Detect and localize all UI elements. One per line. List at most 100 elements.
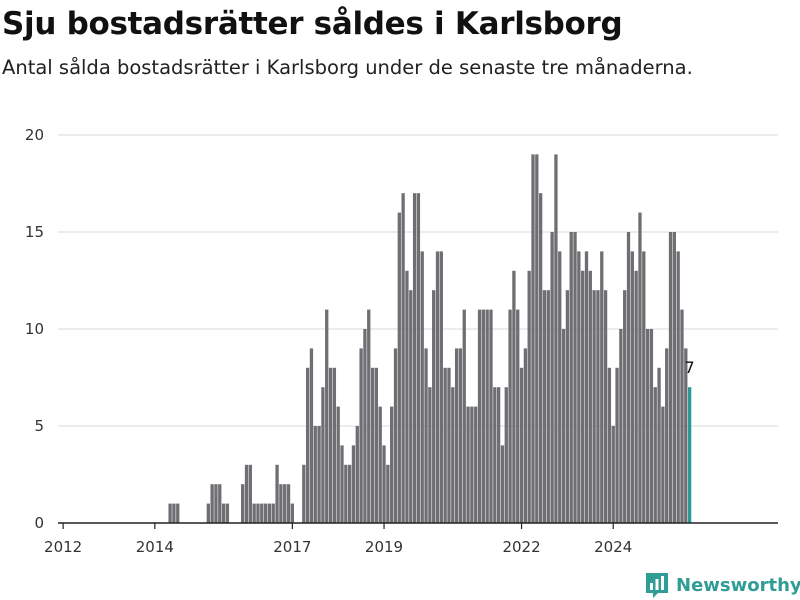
bar: [405, 270, 409, 523]
bar: [370, 367, 375, 523]
bar: [382, 445, 386, 523]
brand-name: Newsworthy: [676, 574, 800, 596]
bar: [428, 387, 432, 523]
bar-latest: [687, 387, 692, 523]
bar: [302, 464, 306, 523]
y-tick-labels: 0 5 10 15 20: [25, 126, 44, 532]
bar: [412, 193, 417, 523]
bar: [451, 387, 455, 523]
bar: [680, 309, 684, 523]
bar: [210, 484, 214, 523]
bar: [283, 484, 287, 523]
bar: [623, 290, 627, 523]
x-tick-label: 2012: [44, 538, 82, 556]
bar: [260, 503, 264, 523]
bar: [603, 290, 608, 523]
bar: [348, 464, 352, 523]
bar: [504, 387, 508, 523]
bar: [661, 406, 665, 523]
bar: [600, 251, 604, 523]
bar: [351, 445, 356, 523]
bar: [248, 464, 252, 523]
bar: [305, 367, 310, 523]
x-tick-label: 2022: [502, 538, 540, 556]
bar: [309, 348, 314, 523]
bar: [252, 503, 256, 523]
bar: [432, 290, 436, 523]
bar: [546, 290, 550, 523]
bar: [626, 232, 631, 523]
bar: [535, 154, 539, 523]
bar: [607, 367, 612, 523]
bar: [630, 251, 634, 523]
bar: [493, 387, 497, 523]
bar: [645, 329, 650, 523]
bar: [221, 503, 226, 523]
bar: [168, 503, 172, 523]
bar: [286, 484, 291, 523]
x-tick-label: 2019: [365, 538, 403, 556]
bar: [581, 270, 585, 523]
bar: [684, 348, 688, 523]
bars: [168, 154, 692, 523]
bar: [241, 484, 245, 523]
bar: [218, 484, 222, 523]
y-tick-label: 15: [25, 223, 44, 241]
bar: [523, 348, 528, 523]
bar: [317, 426, 321, 523]
bar: [496, 387, 501, 523]
y-tick-label: 0: [34, 514, 44, 532]
y-tick-label: 10: [25, 320, 44, 338]
bar: [665, 348, 669, 523]
bar: [290, 503, 294, 523]
x-tick-label: 2017: [273, 538, 311, 556]
bar: [206, 503, 210, 523]
bar: [519, 367, 524, 523]
bar: [386, 464, 390, 523]
bar: [588, 270, 592, 523]
bar: [275, 464, 279, 523]
newsworthy-logo[interactable]: Newsworthy: [644, 570, 800, 600]
chart-subtitle: Antal sålda bostadsrätter i Karlsborg un…: [2, 56, 693, 79]
bar: [443, 367, 447, 523]
bar: [416, 193, 421, 523]
y-tick-label: 5: [34, 417, 44, 435]
x-tick-label: 2014: [136, 538, 174, 556]
bar: [565, 290, 570, 523]
bar: [592, 290, 596, 523]
bar: [454, 348, 459, 523]
bar: [328, 367, 333, 523]
bar: [500, 445, 505, 523]
bar: [214, 484, 218, 523]
bar: [550, 232, 554, 523]
bar: [439, 251, 443, 523]
bar: [619, 329, 623, 523]
bar: [336, 406, 340, 523]
bar: [474, 406, 478, 523]
bar: [420, 251, 424, 523]
bar: [634, 270, 638, 523]
bar: [393, 348, 398, 523]
bar: [477, 309, 482, 523]
bar: [325, 309, 329, 523]
bar: [332, 367, 337, 523]
bar: [401, 193, 405, 523]
bar: [397, 212, 401, 523]
bar: [485, 309, 489, 523]
bar: [554, 154, 558, 523]
bar: [649, 329, 654, 523]
bar: [539, 193, 543, 523]
bar: [462, 309, 466, 523]
bar: [676, 251, 680, 523]
bar: [374, 367, 379, 523]
bar: [176, 503, 180, 523]
bar: [561, 329, 566, 523]
bar: [172, 503, 176, 523]
bar: [558, 251, 562, 523]
bar: [481, 309, 485, 523]
bar: [531, 154, 535, 523]
bar: [435, 251, 440, 523]
bar: [256, 503, 260, 523]
bar: [424, 348, 428, 523]
bar: [390, 406, 394, 523]
